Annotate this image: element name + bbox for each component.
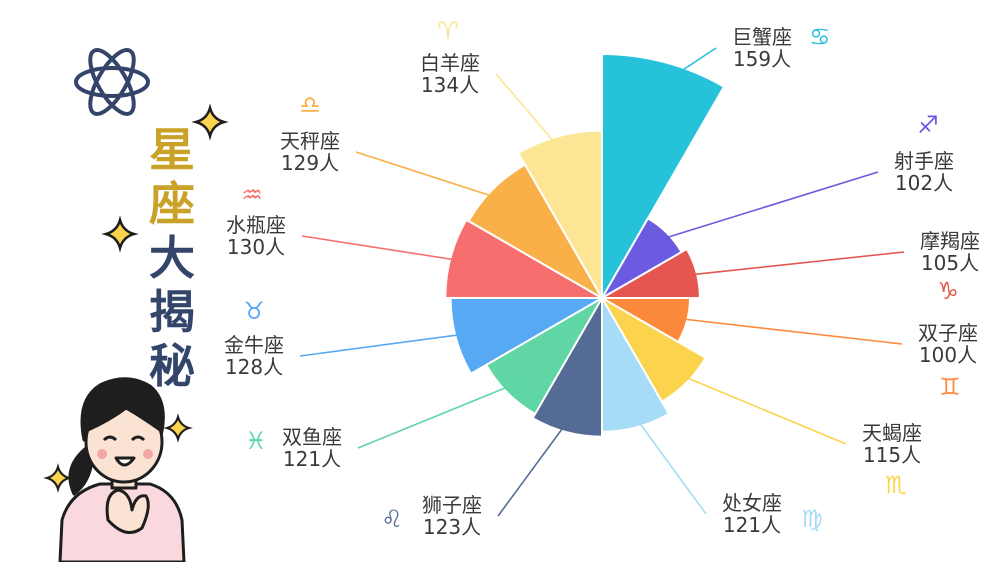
zodiac-icon: ♓ [245, 427, 267, 455]
leader-line [357, 382, 518, 449]
slice-name-label: 金牛座 [224, 333, 284, 357]
leader-line [687, 251, 905, 276]
leader-line [658, 47, 717, 87]
title-char: 座 [149, 177, 195, 231]
sparkle-icon [43, 463, 73, 493]
slice-name-label: 水瓶座 [226, 213, 286, 237]
zodiac-icon: ♊ [939, 373, 961, 401]
slice-name-label: 摩羯座 [920, 229, 980, 253]
slice-name-label: 处女座 [722, 491, 782, 515]
slice-name-label: 双子座 [918, 321, 978, 345]
pie-slice [516, 129, 603, 302]
leader-line [632, 413, 707, 515]
slice-value-label: 123人 [423, 515, 481, 539]
sparkle-icon [163, 413, 193, 443]
zodiac-icon: ♏ [885, 471, 907, 499]
slice-value-label: 130人 [227, 235, 285, 259]
slice-name-label: 白羊座 [420, 51, 480, 75]
zodiac-icon: ♋ [809, 23, 831, 51]
slice-value-label: 102人 [895, 171, 953, 195]
girl-illustration [58, 377, 186, 562]
slice-value-label: 129人 [281, 151, 339, 175]
zodiac-icon: ♌ [381, 505, 403, 533]
pie-slice [598, 247, 701, 299]
leader-line [677, 373, 847, 445]
pie-slice [531, 294, 603, 438]
zodiac-icon: ♈ [437, 17, 459, 45]
zodiac-icon: ♍ [801, 505, 823, 533]
pie-slice [601, 52, 726, 302]
leader-line [497, 418, 571, 517]
zodiac-icon: ♒ [241, 181, 263, 209]
slice-value-label: 100人 [919, 343, 977, 367]
pie-slice [444, 218, 606, 299]
slice-name-label: 狮子座 [422, 493, 482, 517]
zodiac-icon: ♐ [917, 111, 939, 139]
atom-star-icon [74, 48, 150, 116]
sparkle-icon [191, 103, 229, 141]
slice-name-label: 天蝎座 [862, 421, 922, 445]
slice-value-label: 105人 [921, 251, 979, 275]
leader-line [495, 73, 564, 153]
slice-value-label: 115人 [863, 443, 921, 467]
slice-value-label: 121人 [723, 513, 781, 537]
title-char: 揭 [149, 285, 195, 339]
leader-line [301, 235, 466, 263]
leader-lines [299, 47, 905, 517]
slice-value-label: 128人 [225, 355, 283, 379]
slice-value-label: 121人 [283, 447, 341, 471]
title-char: 星 [149, 123, 195, 177]
zodiac-icon: ♑ [937, 277, 959, 305]
leader-line [678, 317, 903, 345]
slice-value-label: 159人 [733, 47, 791, 71]
slice-value-label: 134人 [421, 73, 479, 97]
polar-area-chart [444, 52, 726, 438]
title-char: 秘 [149, 339, 195, 393]
page-title: 星 座 大 揭 秘 [149, 123, 195, 393]
sparkle-icon [101, 215, 139, 253]
slice-name-label: 射手座 [894, 149, 954, 173]
zodiac-icon: ♉ [243, 297, 265, 325]
leader-line [299, 332, 471, 357]
slice-name-label: 巨蟹座 [732, 25, 792, 49]
leader-line [660, 171, 879, 241]
title-char: 大 [149, 231, 195, 285]
leader-line [355, 151, 505, 201]
slice-name-label: 天秤座 [280, 129, 340, 153]
zodiac-icon: ♎ [299, 91, 321, 119]
slice-name-label: 双鱼座 [282, 425, 342, 449]
